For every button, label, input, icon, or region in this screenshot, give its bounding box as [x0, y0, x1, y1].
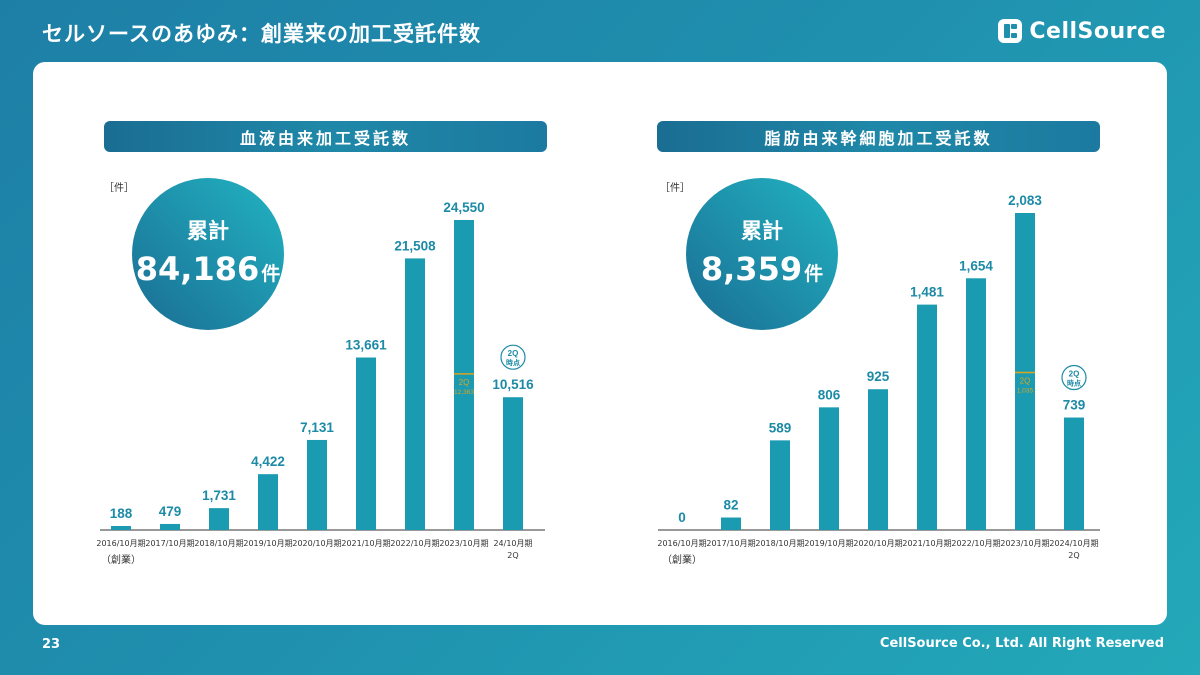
x-tick-label: 2016/10月期	[96, 539, 145, 548]
data-label: 1,654	[959, 258, 993, 273]
data-label: 479	[159, 504, 182, 519]
bar-2018/10月期	[209, 508, 229, 530]
x-tick-sublabel: （創業）	[662, 553, 702, 566]
x-tick-label: 2018/10月期	[194, 539, 243, 548]
data-label: 10,516	[492, 377, 534, 392]
x-tick-label: 2024/10月期	[1049, 539, 1098, 548]
x-tick-label: 24/10月期	[493, 539, 532, 548]
x-tick-label: 2016/10月期	[657, 539, 706, 548]
x-tick-label: 2019/10月期	[804, 539, 853, 548]
bar-2023/10月期	[1015, 213, 1035, 530]
data-label: 7,131	[300, 420, 334, 435]
marker-label: 2Q	[1020, 376, 1031, 385]
bar-2018/10月期	[770, 440, 790, 530]
x-tick-label: 2018/10月期	[755, 539, 804, 548]
chart-title-blood: 血液由来加工受託数	[104, 121, 547, 152]
total-label: 累計	[187, 219, 229, 243]
bar-2016/10月期	[111, 526, 131, 530]
data-label: 82	[723, 498, 738, 513]
x-tick-label: 2017/10月期	[706, 539, 755, 548]
data-label: 188	[110, 506, 133, 521]
bar-2021/10月期	[356, 357, 376, 530]
brand-logo: CellSource	[997, 18, 1166, 44]
badge-line1: 2Q	[508, 349, 519, 358]
bar-2019/10月期	[819, 407, 839, 530]
badge-circle	[1061, 364, 1087, 391]
x-tick-sublabel: （創業）	[101, 553, 141, 566]
data-label: 2,083	[1008, 193, 1042, 208]
bar-2017/10月期	[721, 517, 741, 530]
x-tick-sublabel: 2Q	[507, 551, 518, 560]
marker-value: 1,035	[1017, 387, 1034, 394]
bar-24/10月期	[503, 397, 523, 530]
page-title: セルソースのあゆみ：創業来の加工受託件数	[42, 22, 481, 46]
brand-name: CellSource	[1029, 18, 1166, 44]
data-label: 4,422	[251, 454, 285, 469]
copyright: CellSource Co., Ltd. All Right Reserved	[879, 636, 1164, 651]
x-tick-label: 2022/10月期	[390, 539, 439, 548]
x-tick-label: 2017/10月期	[145, 539, 194, 548]
chart-title-adipose: 脂肪由来幹細胞加工受託数	[657, 121, 1100, 152]
bar-2019/10月期	[258, 474, 278, 530]
bar-2021/10月期	[917, 304, 937, 530]
total-value: 8,359 件	[701, 250, 823, 288]
bar-2017/10月期	[160, 523, 180, 530]
x-tick-label: 2021/10月期	[341, 539, 390, 548]
marker-label: 2Q	[459, 378, 470, 387]
x-tick-label: 2023/10月期	[439, 539, 488, 548]
bar-2022/10月期	[405, 258, 425, 530]
unit-label: ［件］	[104, 182, 134, 194]
data-label: 0	[678, 510, 686, 525]
badge-circle	[500, 344, 526, 370]
bar-2023/10月期	[454, 220, 474, 530]
data-label: 1,731	[202, 488, 236, 503]
bar-2024/10月期	[1064, 417, 1084, 530]
total-circle	[132, 178, 284, 330]
x-tick-label: 2020/10月期	[853, 539, 902, 548]
data-label: 739	[1063, 398, 1086, 413]
badge-line2: 時点	[1067, 379, 1081, 388]
total-label: 累計	[741, 219, 783, 243]
x-tick-label: 2019/10月期	[243, 539, 292, 548]
unit-label: ［件］	[660, 182, 690, 194]
page-number: 23	[42, 637, 61, 652]
data-label: 589	[769, 420, 792, 435]
x-tick-sublabel: 2Q	[1068, 551, 1079, 560]
bar-2020/10月期	[307, 439, 327, 530]
bar-2020/10月期	[868, 389, 888, 530]
x-tick-label: 2023/10月期	[1000, 539, 1049, 548]
data-label: 925	[867, 369, 890, 384]
x-tick-label: 2020/10月期	[292, 539, 341, 548]
badge-line2: 時点	[506, 358, 520, 367]
data-label: 24,550	[443, 200, 484, 215]
cellsource-logo-icon	[998, 19, 1023, 43]
x-tick-label: 2021/10月期	[902, 539, 951, 548]
data-label: 21,508	[394, 238, 436, 253]
data-label: 1,481	[910, 285, 944, 300]
data-label: 13,661	[345, 337, 387, 352]
data-label: 806	[818, 387, 841, 402]
badge-line1: 2Q	[1069, 370, 1080, 379]
marker-value: 12,363	[454, 389, 474, 396]
x-tick-label: 2022/10月期	[951, 539, 1000, 548]
total-circle	[686, 178, 838, 330]
bar-2022/10月期	[966, 278, 986, 530]
total-value: 84,186 件	[136, 250, 281, 288]
